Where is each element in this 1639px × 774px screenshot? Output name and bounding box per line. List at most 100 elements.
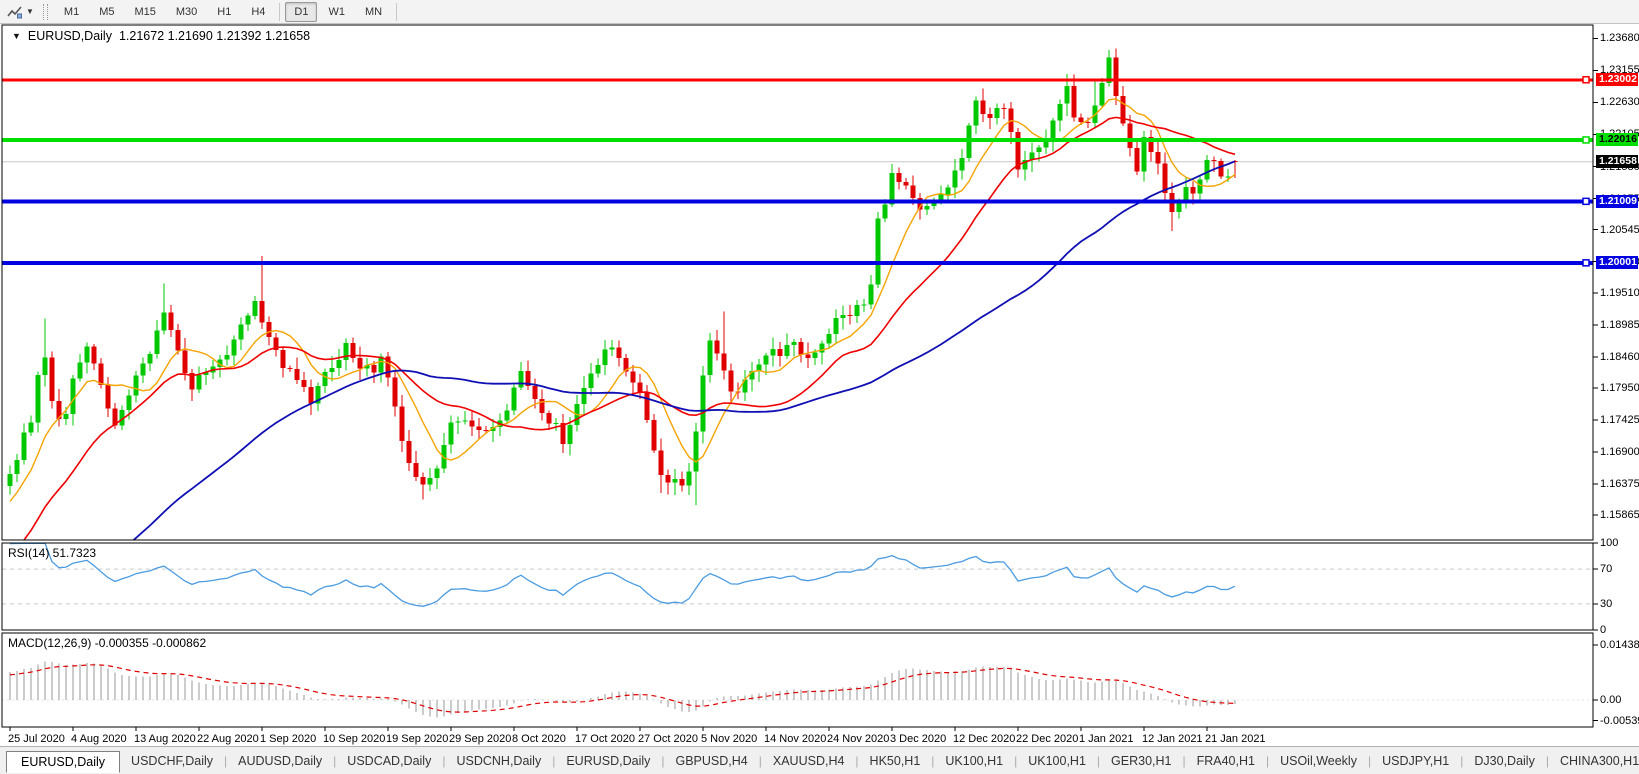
tab-separator: |: [931, 753, 935, 768]
tab-separator: |: [1182, 753, 1186, 768]
tab-separator: |: [1265, 753, 1270, 768]
tab-separator: |: [224, 753, 228, 768]
date-label: 10 Sep 2020: [323, 733, 386, 745]
chart-tab-bar: EURUSD,Daily USDCHF,Daily | AUDUSD,Daily | US…: [0, 746, 1639, 774]
date-label: 22 Dec 2020: [1016, 733, 1079, 745]
rsi-tick-label: 0: [1600, 624, 1607, 636]
candlestick-chart-surface[interactable]: [0, 0, 1639, 746]
price-tick-label: 1.22630: [1600, 96, 1639, 109]
date-label: 19 Sep 2020: [386, 733, 449, 745]
price-level-flag: 1.21658: [1596, 155, 1638, 169]
tab-separator: |: [333, 753, 337, 768]
price-tick-label: 1.15865: [1600, 509, 1639, 522]
tab-separator: |: [1545, 753, 1549, 768]
chart-tab-gbpusd-h4[interactable]: GBPUSD,H4: [675, 753, 748, 768]
date-label: 3 Dec 2020: [890, 733, 947, 745]
chart-tab-eurusd-daily[interactable]: EURUSD,Daily: [6, 750, 121, 773]
price-tick-label: 1.19510: [1600, 286, 1639, 299]
line-chart-tool-icon: [7, 5, 22, 18]
tab-separator: |: [1367, 753, 1372, 768]
price-tick-label: 1.16900: [1600, 446, 1639, 458]
chart-tools-dropdown[interactable]: ▼: [0, 0, 41, 23]
timeframe-button-w1[interactable]: W1: [328, 5, 345, 18]
date-label: 5 Nov 2020: [701, 733, 758, 745]
tab-separator: |: [758, 753, 762, 768]
timeframe-button-d1[interactable]: D1: [285, 1, 318, 22]
macd-tick-label: 0.00: [1600, 694, 1622, 706]
quick-trade-toggle[interactable]: ▼: [12, 31, 21, 41]
timeframe-button-group-2: D1 W1 MN: [284, 1, 392, 22]
price-tick-label: 1.18985: [1600, 318, 1639, 331]
tab-separator: |: [855, 753, 859, 768]
date-label: 24 Nov 2020: [827, 733, 890, 745]
tab-separator: |: [552, 753, 556, 768]
macd-tick-label: -0.005396: [1600, 714, 1639, 727]
chart-tab-uk100-h1[interactable]: UK100,H1: [1028, 753, 1086, 768]
date-label: 29 Sep 2020: [449, 733, 512, 745]
timeframe-button-m15[interactable]: M15: [134, 5, 156, 18]
date-label: 8 Oct 2020: [512, 733, 566, 745]
toolbar-gripper[interactable]: [42, 3, 48, 20]
date-label: 21 Jan 2021: [1205, 733, 1266, 745]
date-label: 4 Aug 2020: [71, 733, 127, 745]
tab-separator: |: [1460, 753, 1464, 768]
rsi-tick-label: 70: [1600, 563, 1613, 576]
timeframe-button-m5[interactable]: M5: [99, 5, 115, 18]
chart-tab-usdchf-daily[interactable]: USDCHF,Daily: [131, 753, 213, 768]
price-tick-label: 1.23680: [1600, 32, 1639, 45]
chart-tab-usoil-weekly[interactable]: USOil,Weekly: [1280, 753, 1357, 768]
chart-tab-china300-h1[interactable]: CHINA300,H1: [1559, 753, 1639, 768]
date-label: 22 Aug 2020: [197, 733, 259, 745]
price-level-flag: 1.21009: [1596, 194, 1638, 208]
chart-tab-ger30-h1[interactable]: GER30,H1: [1111, 753, 1172, 768]
chart-tab-hk50-h1[interactable]: HK50,H1: [869, 753, 921, 768]
price-level-flag: 1.22016: [1596, 133, 1638, 147]
timeframe-button-h4[interactable]: H4: [251, 5, 266, 18]
date-label: 27 Oct 2020: [638, 733, 698, 745]
price-tick-label: 1.16375: [1600, 478, 1639, 491]
tab-separator: |: [661, 753, 665, 768]
chart-title: ▼ EURUSD,Daily 1.21672 1.21690 1.21392 1.2…: [12, 29, 310, 43]
chart-tab-eurusd-daily[interactable]: EURUSD,Daily: [566, 753, 651, 768]
price-tick-label: 1.20545: [1600, 223, 1639, 236]
chart-tab-usdjpy-h1[interactable]: USDJPY,H1: [1382, 753, 1450, 768]
date-label: 13 Aug 2020: [134, 733, 196, 745]
macd-tick-label: 0.014384: [1600, 638, 1639, 651]
rsi-tick-label: 30: [1600, 597, 1613, 610]
date-label: 1 Sep 2020: [260, 733, 317, 745]
rsi-tick-label: 100: [1600, 537, 1619, 549]
date-label: 25 Jul 2020: [8, 733, 65, 745]
chart-tab-dj30-daily[interactable]: DJ30,Daily: [1474, 753, 1535, 768]
date-label: 12 Jan 2021: [1142, 733, 1203, 745]
chart-tab-audusd-daily[interactable]: AUDUSD,Daily: [238, 753, 323, 768]
timeframe-button-m30[interactable]: M30: [175, 5, 198, 18]
chart-symbol-label: EURUSD,Daily: [27, 29, 112, 43]
chart-tab-fra40-h1[interactable]: FRA40,H1: [1196, 753, 1255, 768]
toolbar-separator: [396, 2, 398, 21]
price-level-flag: 1.20001: [1596, 256, 1638, 270]
price-level-flag: 1.23002: [1596, 73, 1638, 87]
toolbar-separator: [279, 2, 281, 21]
chart-tab-xauusd-h4[interactable]: XAUUSD,H4: [772, 753, 845, 768]
date-label: 1 Jan 2021: [1079, 733, 1134, 745]
timeframe-button-h1[interactable]: H1: [217, 5, 232, 18]
chart-tab-uk100-h1[interactable]: UK100,H1: [945, 753, 1004, 768]
chart-tab-usdcnh-daily[interactable]: USDCNH,Daily: [456, 753, 542, 768]
tab-separator: |: [1096, 753, 1101, 768]
price-tick-label: 1.18460: [1600, 350, 1639, 363]
chart-ohlc-quotes: 1.21672 1.21690 1.21392 1.21658: [118, 29, 311, 43]
rsi-indicator-label: RSI(14) 51.7323: [8, 546, 97, 560]
date-label: 14 Nov 2020: [764, 733, 827, 745]
price-tick-label: 1.17425: [1600, 413, 1639, 426]
top-toolbar: ▼ M1 M5 M15 M30 H1 H4 D1 W1 MN: [0, 0, 1639, 24]
date-label: 12 Dec 2020: [953, 733, 1016, 745]
tab-separator: |: [442, 753, 446, 768]
chart-tab-usdcad-daily[interactable]: USDCAD,Daily: [347, 753, 432, 768]
timeframe-button-m1[interactable]: M1: [63, 5, 80, 18]
chevron-down-icon: ▼: [26, 6, 34, 16]
timeframe-button-mn[interactable]: MN: [364, 5, 383, 18]
macd-indicator-label: MACD(12,26,9) -0.000355 -0.000862: [8, 636, 207, 650]
tab-separator: |: [1014, 753, 1018, 768]
timeframe-button-group: M1 M5 M15 M30 H1 H4: [54, 2, 276, 22]
